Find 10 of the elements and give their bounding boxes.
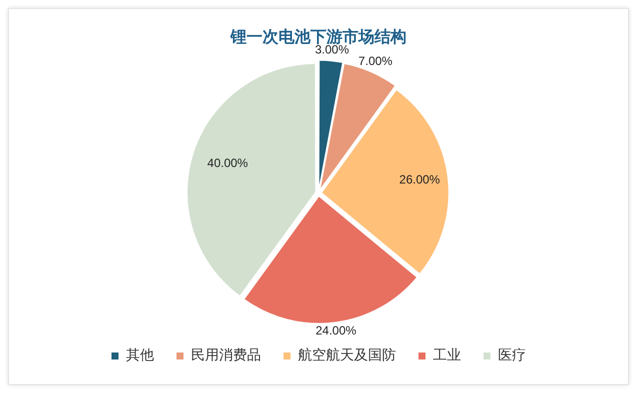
legend-label: 工业 <box>433 348 461 364</box>
data-label: 24.00% <box>316 324 357 338</box>
legend-label: 医疗 <box>498 348 526 364</box>
legend-label: 民用消费品 <box>191 348 261 364</box>
data-label: 40.00% <box>207 156 248 170</box>
chart-title: 锂一次电池下游市场结构 <box>230 26 406 46</box>
data-label: 26.00% <box>399 172 440 187</box>
legend-label: 航空航天及国防 <box>298 348 396 364</box>
data-label: 7.00% <box>358 54 393 68</box>
legend-label: 其他 <box>126 348 154 364</box>
